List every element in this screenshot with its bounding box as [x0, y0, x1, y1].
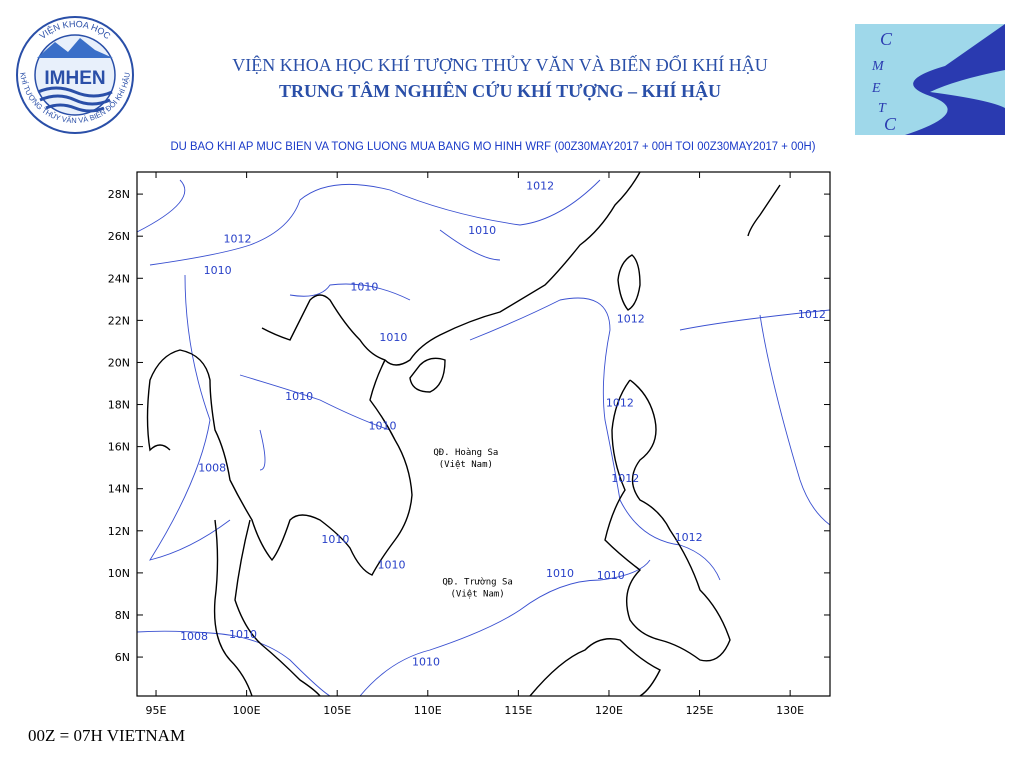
- isobar-label: 1012: [606, 396, 634, 409]
- isobar-label: 1010: [597, 569, 625, 582]
- y-tick-label: 6N: [115, 651, 130, 664]
- logo-letter: E: [871, 81, 881, 96]
- isobar-label: 1010: [468, 224, 496, 237]
- isobar-label: 1012: [526, 180, 554, 193]
- isobar-label: 1010: [321, 533, 349, 546]
- y-tick-label: 16N: [108, 441, 130, 454]
- y-tick-label: 12N: [108, 525, 130, 538]
- isobar-label: 1012: [675, 531, 703, 544]
- isobars: [137, 179, 830, 696]
- map-layer: [137, 172, 830, 696]
- map-title: DU BAO KHI AP MUC BIEN VA TONG LUONG MUA…: [171, 141, 816, 153]
- isobar-label: 1012: [617, 312, 645, 325]
- isobar-label: 1008: [198, 462, 226, 475]
- logo-text: IMHEN: [44, 68, 105, 89]
- isobar-label: 1008: [180, 630, 208, 643]
- place-label: QĐ. Trường Sa: [442, 576, 512, 587]
- y-tick-label: 20N: [108, 356, 130, 369]
- logo-letter: C: [884, 114, 897, 134]
- y-tick-label: 22N: [108, 314, 130, 327]
- x-tick-label: 110E: [414, 704, 442, 717]
- map-annotations: 95E 100E 105E 110E 115E 120E 125E 130E 6N 8N 10N 12…: [108, 172, 830, 717]
- footer-note: 00Z = 07H VIETNAM: [28, 726, 185, 745]
- coastlines: [146, 172, 781, 696]
- isobar-label: 1010: [229, 628, 257, 641]
- x-tick-label: 120E: [595, 704, 623, 717]
- institute-name: VIỆN KHOA HỌC KHÍ TƯỢNG THỦY VĂN VÀ BIẾN…: [232, 54, 767, 75]
- isobar-label: 1010: [546, 567, 574, 580]
- cmetc-logo: C M E T C: [855, 24, 1005, 135]
- isobar-label: 1010: [368, 420, 396, 433]
- logo-letter: T: [878, 101, 887, 116]
- y-tick-label: 14N: [108, 483, 130, 496]
- place-sublabel: (Việt Nam): [439, 460, 493, 470]
- isobar-label: 1012: [798, 308, 826, 321]
- isobar-label: 1010: [379, 331, 407, 344]
- y-tick-label: 8N: [115, 609, 130, 622]
- y-tick-label: 18N: [108, 399, 130, 412]
- isobar-label: 1012: [224, 232, 252, 245]
- isobar-label: 1012: [611, 472, 639, 485]
- isobar-label: 1010: [412, 655, 440, 668]
- x-tick-label: 125E: [686, 704, 714, 717]
- place-label: QĐ. Hoàng Sa: [433, 448, 498, 458]
- logo-letter: M: [871, 59, 885, 74]
- map-frame: [136, 171, 831, 697]
- logo-letter: C: [880, 29, 893, 49]
- x-tick-label: 130E: [776, 704, 804, 717]
- isobar-label: 1010: [204, 264, 232, 277]
- x-tick-label: 105E: [323, 704, 351, 717]
- x-tick-label: 100E: [233, 704, 261, 717]
- imhen-logo: IMHEN VIỆN KHOA HỌC KHÍ TƯỢNG THỦY VĂN V…: [16, 16, 134, 134]
- y-tick-label: 24N: [108, 272, 130, 285]
- x-tick-label: 95E: [146, 704, 167, 717]
- y-tick-label: 26N: [108, 230, 130, 243]
- isobar-label: 1010: [285, 390, 313, 403]
- x-tick-label: 115E: [504, 704, 532, 717]
- isobar-label: 1010: [378, 558, 406, 571]
- y-tick-label: 10N: [108, 567, 130, 580]
- center-name: TRUNG TÂM NGHIÊN CỨU KHÍ TƯỢNG – KHÍ HẬU: [279, 80, 721, 101]
- y-tick-label: 28N: [108, 188, 130, 201]
- place-sublabel: (Việt Nam): [451, 589, 505, 599]
- isobar-label: 1010: [350, 281, 378, 294]
